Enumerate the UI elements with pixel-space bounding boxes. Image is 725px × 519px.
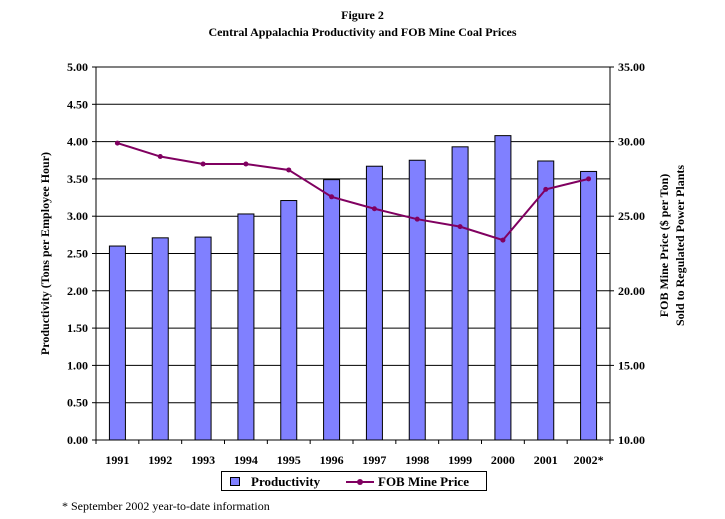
footnote: * September 2002 year-to-date informatio… bbox=[62, 499, 270, 513]
point-fob-price bbox=[414, 216, 420, 222]
point-fob-price bbox=[457, 224, 463, 230]
left-axis-title: Productivity (Tons per Employee Hour) bbox=[38, 152, 52, 355]
bar-productivity bbox=[408, 159, 426, 441]
legend-productivity-label: Productivity bbox=[251, 474, 321, 489]
right-tick-label: 30.00 bbox=[618, 135, 645, 149]
point-fob-price bbox=[157, 154, 163, 160]
figure-label: Figure 2 bbox=[341, 8, 384, 22]
left-tick-label: 4.50 bbox=[67, 97, 88, 111]
bar-productivity bbox=[237, 213, 255, 441]
legend-productivity-swatch bbox=[230, 477, 240, 486]
x-tick-label: 1999 bbox=[448, 453, 472, 467]
legend: Productivity FOB Mine Price bbox=[221, 471, 487, 491]
bar-productivity bbox=[108, 245, 126, 441]
x-tick-label: 1997 bbox=[362, 453, 386, 467]
x-tick-label: 1995 bbox=[277, 453, 301, 467]
left-tick-label: 4.00 bbox=[67, 135, 88, 149]
bar-productivity bbox=[280, 200, 298, 441]
legend-price-label: FOB Mine Price bbox=[378, 474, 469, 489]
x-tick-label: 1998 bbox=[405, 453, 429, 467]
chart-title: Central Appalachia Productivity and FOB … bbox=[208, 25, 517, 39]
x-tick-label: 1994 bbox=[234, 453, 258, 467]
right-tick-label: 35.00 bbox=[618, 60, 645, 74]
left-tick-label: 1.00 bbox=[67, 358, 88, 372]
left-tick-label: 0.00 bbox=[67, 433, 88, 447]
right-tick-label: 15.00 bbox=[618, 358, 645, 372]
x-tick-label: 1991 bbox=[105, 453, 129, 467]
bar-productivity bbox=[151, 237, 169, 441]
right-axis-title-line1: FOB Mine Price ($ per Ton) bbox=[657, 174, 671, 317]
x-tick-label: 1992 bbox=[148, 453, 172, 467]
x-tick-label: 1993 bbox=[191, 453, 215, 467]
point-fob-price bbox=[329, 194, 335, 200]
left-tick-label: 2.00 bbox=[67, 284, 88, 298]
bar-productivity bbox=[194, 236, 212, 441]
bar-productivity bbox=[580, 170, 598, 441]
right-tick-label: 20.00 bbox=[618, 284, 645, 298]
left-tick-label: 3.00 bbox=[67, 209, 88, 223]
point-fob-price bbox=[586, 176, 592, 182]
x-tick-label: 2000 bbox=[491, 453, 515, 467]
left-tick-label: 1.50 bbox=[67, 321, 88, 335]
right-axis-title-line2: Sold to Regulated Power Plants bbox=[673, 165, 687, 326]
point-fob-price bbox=[286, 167, 292, 173]
legend-price-marker-swatch bbox=[357, 479, 363, 485]
x-tick-label: 1996 bbox=[320, 453, 344, 467]
point-fob-price bbox=[543, 186, 549, 192]
right-tick-label: 25.00 bbox=[618, 209, 645, 223]
x-tick-label: 2002* bbox=[574, 453, 604, 467]
bar-productivity bbox=[451, 146, 469, 441]
point-fob-price bbox=[114, 140, 120, 146]
point-fob-price bbox=[243, 161, 249, 167]
x-tick-label: 2001 bbox=[534, 453, 558, 467]
line-fob-price bbox=[117, 142, 589, 242]
bar-productivity bbox=[494, 135, 512, 441]
point-fob-price bbox=[200, 161, 206, 167]
left-tick-label: 3.50 bbox=[67, 172, 88, 186]
right-tick-label: 10.00 bbox=[618, 433, 645, 447]
point-fob-price bbox=[371, 206, 377, 212]
chart: 0.00 0.50 1.00 1.50 2.00 2.50 3.00 3.50 4.00 4.50… bbox=[38, 60, 687, 467]
left-tick-label: 2.50 bbox=[67, 247, 88, 261]
bar-productivity bbox=[323, 179, 341, 441]
bar-productivity bbox=[537, 160, 555, 441]
left-tick-label: 0.50 bbox=[67, 396, 88, 410]
point-fob-price bbox=[500, 237, 506, 243]
left-tick-label: 5.00 bbox=[67, 60, 88, 74]
